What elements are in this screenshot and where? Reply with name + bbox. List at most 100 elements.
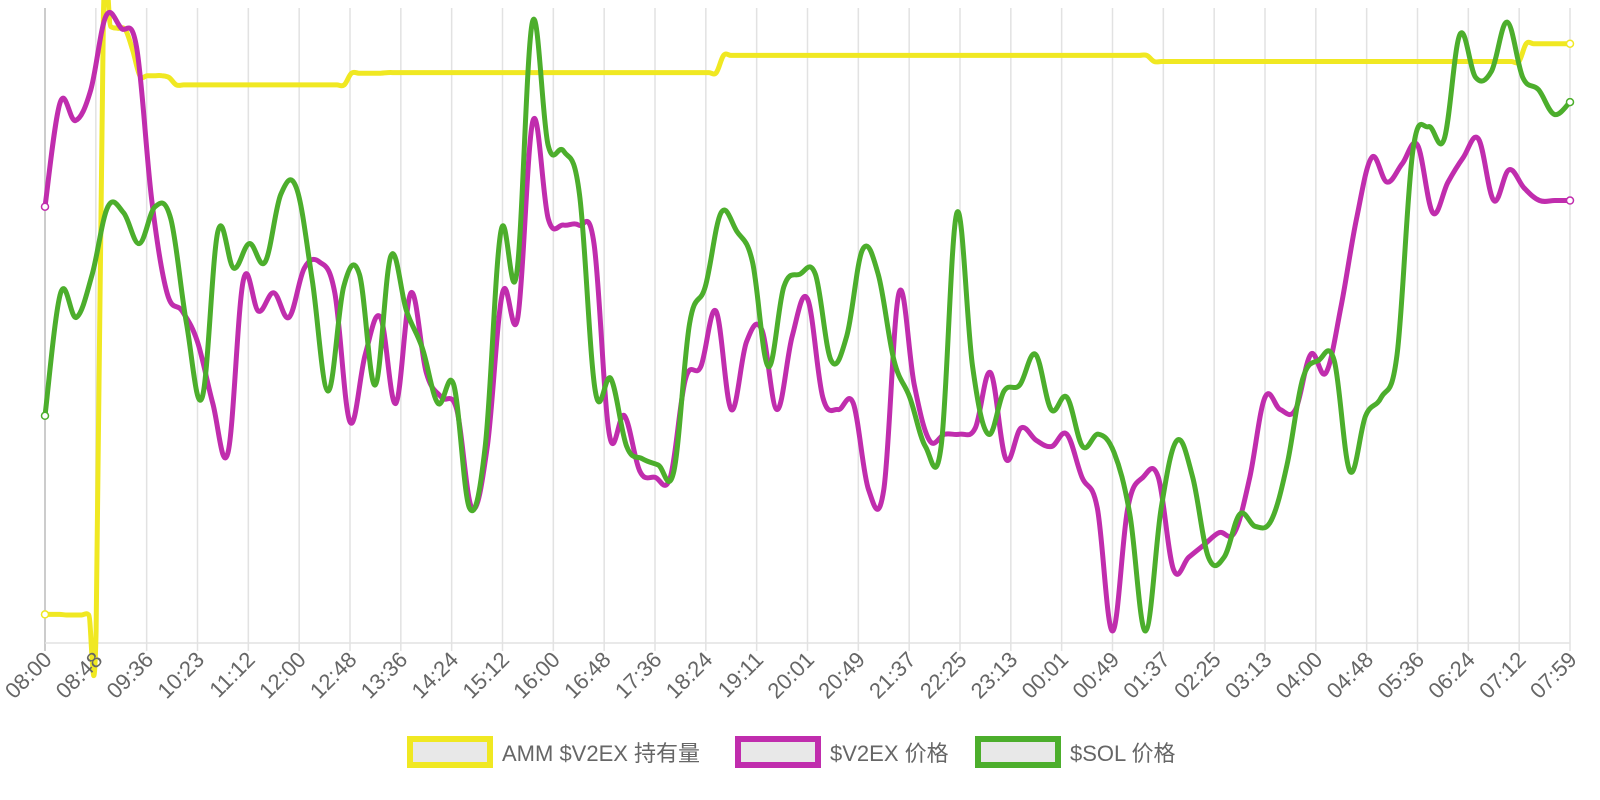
series-point[interactable] <box>970 364 975 369</box>
series-point[interactable] <box>195 339 200 344</box>
series-point[interactable] <box>357 272 362 277</box>
series-point[interactable] <box>546 70 551 75</box>
series-point[interactable] <box>276 82 281 87</box>
series-point[interactable] <box>962 53 967 58</box>
series-point[interactable] <box>608 376 614 381</box>
series-point[interactable] <box>305 82 310 87</box>
series-point[interactable] <box>72 612 77 618</box>
series-point[interactable] <box>1246 59 1251 64</box>
series-point[interactable] <box>823 53 828 58</box>
series-point[interactable] <box>137 241 142 246</box>
series-point[interactable] <box>1049 407 1054 412</box>
series-point[interactable] <box>210 401 215 406</box>
series-point[interactable] <box>1429 59 1434 64</box>
series-point[interactable] <box>876 272 881 277</box>
series-point[interactable] <box>1473 75 1478 80</box>
series-point[interactable] <box>816 53 821 58</box>
series-point[interactable] <box>241 278 246 283</box>
series-point[interactable] <box>1363 59 1368 64</box>
series-point[interactable] <box>1284 462 1290 467</box>
series-point[interactable] <box>969 53 974 58</box>
series-point[interactable] <box>1461 155 1466 160</box>
series-point[interactable] <box>1480 59 1485 64</box>
series-point[interactable] <box>247 82 252 87</box>
series-point[interactable] <box>626 70 631 75</box>
series-point[interactable] <box>809 53 814 58</box>
series-point[interactable] <box>1042 53 1047 58</box>
series-point[interactable] <box>648 70 653 75</box>
series-point[interactable] <box>1095 505 1100 511</box>
series-point[interactable] <box>851 401 856 406</box>
series-point[interactable] <box>1379 395 1384 400</box>
series-point[interactable] <box>341 284 346 289</box>
series-point[interactable] <box>1254 59 1259 64</box>
series-point[interactable] <box>436 70 442 75</box>
series-point[interactable] <box>546 143 551 148</box>
series-point[interactable] <box>86 612 91 618</box>
series-point[interactable] <box>1033 352 1038 357</box>
series-point[interactable] <box>1049 53 1054 58</box>
series-point[interactable] <box>1159 505 1164 511</box>
series-point[interactable] <box>582 70 588 75</box>
series-point[interactable] <box>553 70 558 75</box>
series-point[interactable] <box>734 229 739 234</box>
series-point[interactable] <box>174 82 179 87</box>
series-point[interactable] <box>1319 59 1324 64</box>
series-point[interactable] <box>1385 59 1390 64</box>
series-point[interactable] <box>364 71 369 76</box>
series-point[interactable] <box>1392 59 1397 64</box>
series-point[interactable] <box>1013 53 1018 58</box>
series-point[interactable] <box>1071 53 1076 58</box>
series-point[interactable] <box>64 612 69 618</box>
series-point[interactable] <box>1509 59 1514 64</box>
series-point[interactable] <box>790 333 795 338</box>
series-point[interactable] <box>1195 59 1200 64</box>
series-point[interactable] <box>458 70 463 75</box>
series-point[interactable] <box>515 315 520 320</box>
series-point[interactable] <box>1334 59 1339 64</box>
series-point[interactable] <box>744 339 749 344</box>
series-point[interactable] <box>1327 59 1332 64</box>
series-point[interactable] <box>225 450 231 455</box>
series-point[interactable] <box>1445 180 1451 185</box>
series-point[interactable] <box>891 358 897 363</box>
series-point[interactable] <box>1339 303 1344 308</box>
series-point[interactable] <box>530 20 535 25</box>
series-point[interactable] <box>1278 407 1283 412</box>
series-point[interactable] <box>1552 112 1557 117</box>
series-point[interactable] <box>1370 59 1376 64</box>
series-point[interactable] <box>714 70 719 75</box>
series-point[interactable] <box>1261 59 1266 64</box>
series-point[interactable] <box>429 70 434 75</box>
series-point[interactable] <box>991 53 996 58</box>
series-point[interactable] <box>874 53 879 58</box>
series-point[interactable] <box>181 82 186 87</box>
series-point[interactable] <box>1522 186 1527 191</box>
series-point[interactable] <box>188 82 193 87</box>
series-point[interactable] <box>349 71 354 76</box>
series-point[interactable] <box>327 82 332 87</box>
series-point[interactable] <box>1560 41 1565 46</box>
series-point[interactable] <box>882 53 887 58</box>
series-point[interactable] <box>561 70 566 75</box>
series-point[interactable] <box>1268 59 1273 64</box>
series-point[interactable] <box>1443 59 1449 64</box>
series-point[interactable] <box>1115 53 1120 58</box>
series-point[interactable] <box>955 53 960 58</box>
series-point[interactable] <box>88 87 93 92</box>
series-point[interactable] <box>713 309 719 314</box>
series-point[interactable] <box>444 70 449 75</box>
series-point[interactable] <box>787 53 792 58</box>
series-point[interactable] <box>1144 53 1149 58</box>
series-point[interactable] <box>1034 438 1039 443</box>
series-point[interactable] <box>283 82 288 87</box>
series-point[interactable] <box>451 382 456 388</box>
series-point[interactable] <box>998 53 1003 58</box>
series-point[interactable] <box>200 395 205 400</box>
series-point[interactable] <box>1035 53 1040 58</box>
series-point[interactable] <box>640 456 645 461</box>
series-point[interactable] <box>1080 444 1085 449</box>
series-point[interactable] <box>473 70 478 75</box>
series-point[interactable] <box>239 82 245 87</box>
series-point[interactable] <box>371 71 376 76</box>
